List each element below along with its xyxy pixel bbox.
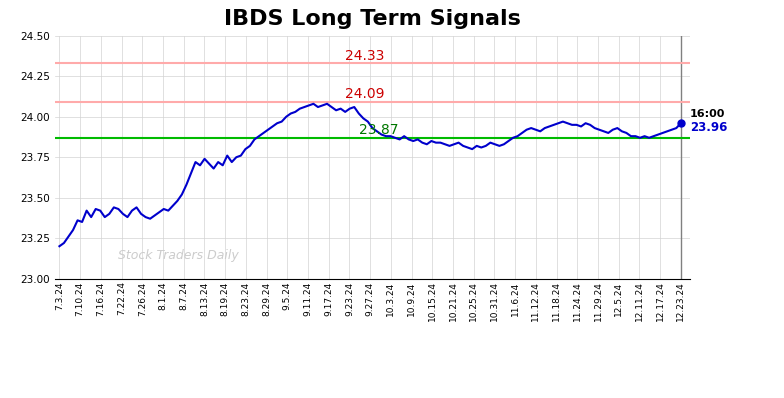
Text: 16:00: 16:00 — [690, 109, 725, 119]
Title: IBDS Long Term Signals: IBDS Long Term Signals — [224, 9, 521, 29]
Text: Stock Traders Daily: Stock Traders Daily — [118, 249, 239, 261]
Text: 24.33: 24.33 — [345, 49, 385, 62]
Text: 23.96: 23.96 — [690, 121, 728, 134]
Text: 23.87: 23.87 — [359, 123, 398, 137]
Point — [674, 120, 687, 127]
Text: 24.09: 24.09 — [345, 88, 385, 101]
